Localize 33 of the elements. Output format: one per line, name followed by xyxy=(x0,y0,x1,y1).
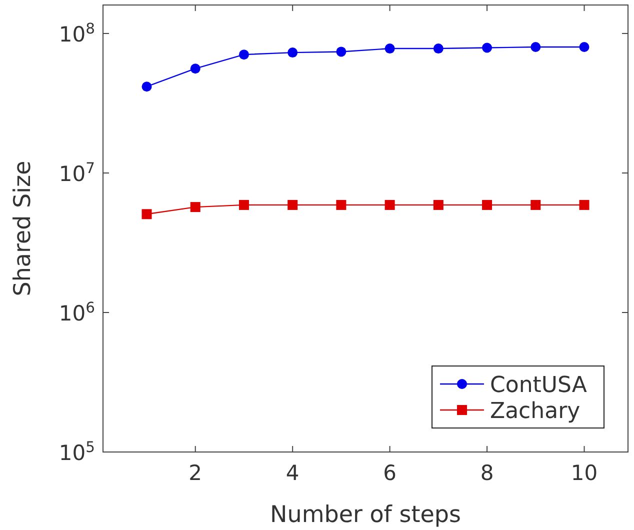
legend-label: ContUSA xyxy=(490,373,587,398)
point xyxy=(384,200,395,210)
point xyxy=(579,200,590,210)
point xyxy=(288,200,298,210)
y-tick-label: 10$^{6}$ xyxy=(58,298,95,326)
x-tick-label: 6 xyxy=(383,461,396,485)
point xyxy=(433,200,444,210)
y-tick-label: 10$^{8}$ xyxy=(58,20,95,46)
point xyxy=(238,50,249,60)
point xyxy=(238,200,249,210)
point xyxy=(482,42,492,53)
point xyxy=(190,202,200,212)
x-tick-label: 4 xyxy=(286,461,300,485)
x-tick-label: 2 xyxy=(188,461,202,485)
point xyxy=(336,200,346,210)
point xyxy=(579,42,590,52)
x-tick-label: 8 xyxy=(480,461,494,485)
point xyxy=(482,200,492,210)
point xyxy=(142,82,152,92)
x-tick-label: 10 xyxy=(570,461,598,485)
point xyxy=(288,48,298,58)
y-axis-title: Shared Size xyxy=(10,160,36,296)
point xyxy=(530,200,541,210)
point xyxy=(433,44,444,54)
y-tick-label: 10$^{5}$ xyxy=(58,438,95,465)
point xyxy=(336,46,346,57)
point xyxy=(384,44,395,54)
point xyxy=(530,42,541,52)
y-tick-label: 10$^{7}$ xyxy=(58,159,95,186)
point xyxy=(142,209,152,220)
legend-label: Zachary xyxy=(490,399,580,424)
x-axis-title: Number of steps xyxy=(270,502,461,528)
point xyxy=(190,64,200,74)
